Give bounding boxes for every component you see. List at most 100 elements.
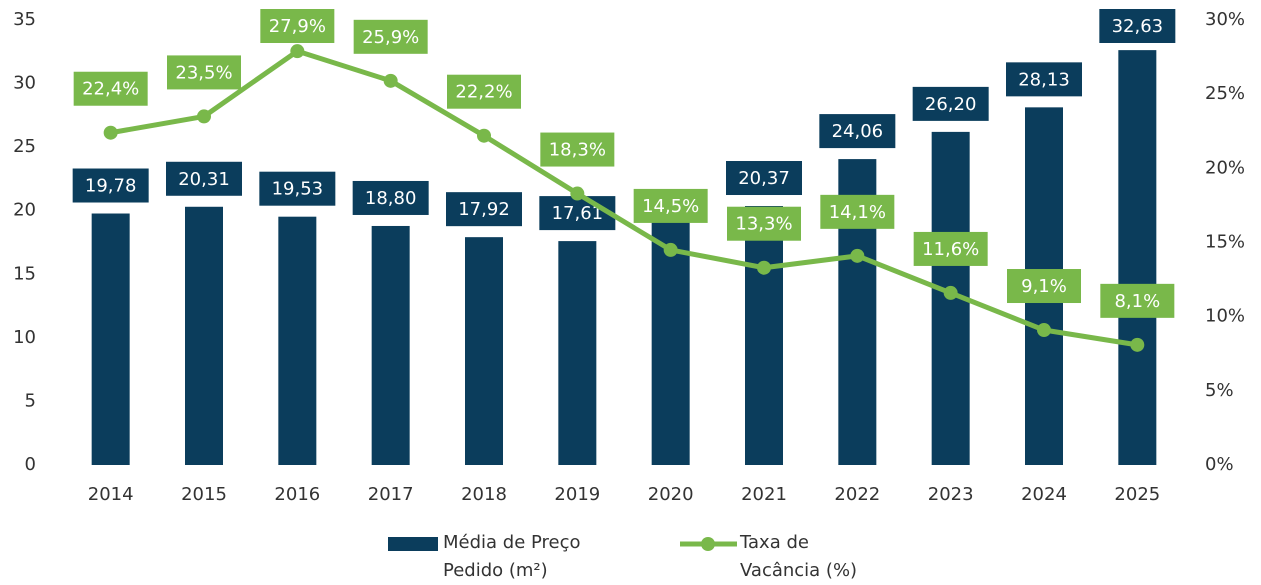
line-point	[197, 109, 211, 124]
y-tick-label: 15	[13, 263, 36, 284]
bar-value-label-box	[819, 114, 896, 149]
line-value-label: 14,5%	[642, 196, 699, 217]
x-tick-label: 2020	[648, 484, 694, 505]
line-value-label: 18,3%	[549, 140, 606, 161]
line-point	[663, 242, 678, 257]
line-point	[850, 248, 865, 263]
x-tick-label: 2015	[181, 484, 227, 505]
y2-tick-label: 20%	[1205, 157, 1245, 178]
x-tick-label: 2022	[834, 484, 880, 505]
y-tick-label: 35	[13, 9, 36, 30]
line-value-label: 8,1%	[1114, 291, 1160, 312]
bar-value-label-box	[166, 161, 242, 196]
line-value-label-box	[1007, 269, 1081, 304]
swatch	[388, 537, 438, 551]
bar	[371, 225, 410, 465]
bar-value-label-box	[72, 168, 149, 203]
bar-value-label-box	[726, 161, 802, 196]
y2-tick-label: 15%	[1205, 232, 1245, 253]
line-value-label: 22,4%	[82, 79, 139, 100]
y2-tick-label: 30%	[1205, 9, 1245, 30]
bar-value-label-box	[1006, 62, 1082, 97]
y-tick-label: 10	[13, 327, 36, 348]
bar	[185, 206, 223, 465]
line-value-label-box	[727, 206, 801, 241]
line-value-label-box	[820, 194, 895, 229]
line-value-label-box	[913, 231, 988, 266]
line-value-label: 11,6%	[922, 239, 979, 260]
line-point	[570, 186, 585, 201]
x-tick-label: 2021	[741, 484, 787, 505]
y-tick-label: 0	[25, 454, 36, 475]
line-point	[757, 260, 771, 275]
line-value-label-box	[73, 71, 148, 106]
bar-value-label: 18,80	[365, 188, 417, 209]
legend-bar-label: Média de Preço Pedido (m²)	[443, 532, 581, 581]
x-tick-label: 2014	[88, 484, 134, 505]
y-tick-label: 30	[13, 73, 36, 94]
bar-value-label: 28,13	[1018, 69, 1070, 90]
bar-value-label: 17,92	[458, 199, 510, 220]
bar	[745, 206, 783, 465]
line-value-label: 13,3%	[735, 214, 792, 235]
x-tick-label: 2019	[554, 484, 600, 505]
bar-value-label-box	[259, 171, 336, 206]
bar-value-label: 24,06	[832, 121, 884, 142]
legend-line-label: Taxa de Vacância (%)	[740, 532, 858, 581]
bar	[558, 241, 597, 465]
line-value-label: 22,2%	[455, 82, 512, 103]
line-point	[477, 128, 491, 143]
y-tick-label: 25	[13, 136, 36, 157]
bar-value-label: 19,53	[272, 179, 324, 200]
x-tick-label: 2017	[368, 484, 414, 505]
y2-tick-label: 5%	[1205, 380, 1234, 401]
line-value-label: 23,5%	[175, 62, 232, 83]
line-value-label-box	[167, 55, 241, 90]
bar-value-label: 32,63	[1112, 16, 1164, 37]
bar-value-label-box	[352, 180, 429, 215]
line-point	[943, 285, 958, 300]
bar	[651, 195, 690, 465]
y-tick-label: 20	[13, 200, 36, 221]
x-tick-label: 2018	[461, 484, 507, 505]
line-value-label: 14,1%	[829, 202, 886, 223]
line	[110, 48, 1138, 348]
line-point	[1037, 323, 1051, 338]
y2-tick-label: 10%	[1205, 306, 1245, 327]
bar	[91, 213, 130, 465]
line-value-label-box	[1100, 283, 1175, 318]
bar	[278, 216, 317, 465]
line-value-label-box	[260, 9, 335, 43]
line-value-label: 25,9%	[362, 27, 419, 48]
line-point	[1130, 337, 1145, 352]
bar	[465, 237, 503, 465]
bar-value-label: 17,61	[552, 203, 604, 224]
line-value-label-box	[447, 74, 521, 109]
bar-value-label-box	[446, 192, 522, 227]
y2-tick-label: 25%	[1205, 83, 1245, 104]
line-value-label-box	[353, 19, 428, 54]
bar-value-label: 19,78	[85, 176, 137, 197]
bar	[1118, 50, 1157, 465]
line-point	[290, 44, 305, 59]
line-point	[383, 73, 398, 88]
bar-value-label: 26,20	[925, 94, 977, 115]
x-tick-label: 2024	[1021, 484, 1067, 505]
x-tick-label: 2023	[928, 484, 974, 505]
line-value-label: 27,9%	[269, 16, 326, 37]
bar-value-label: 20,31	[178, 169, 230, 190]
x-tick-label: 2016	[274, 484, 320, 505]
bar-value-label-box	[1099, 9, 1176, 43]
line-value-label-box	[633, 188, 708, 223]
bar-value-label-box	[912, 86, 989, 121]
y-tick-label: 5	[25, 390, 36, 411]
line-point	[103, 125, 118, 140]
line-value-label: 9,1%	[1021, 276, 1067, 297]
line-value-label-box	[540, 132, 615, 167]
x-tick-label: 2025	[1114, 484, 1160, 505]
bar-value-label-box	[539, 196, 616, 231]
y2-tick-label: 0%	[1205, 454, 1234, 475]
bar-value-label: 20,37	[738, 168, 790, 189]
